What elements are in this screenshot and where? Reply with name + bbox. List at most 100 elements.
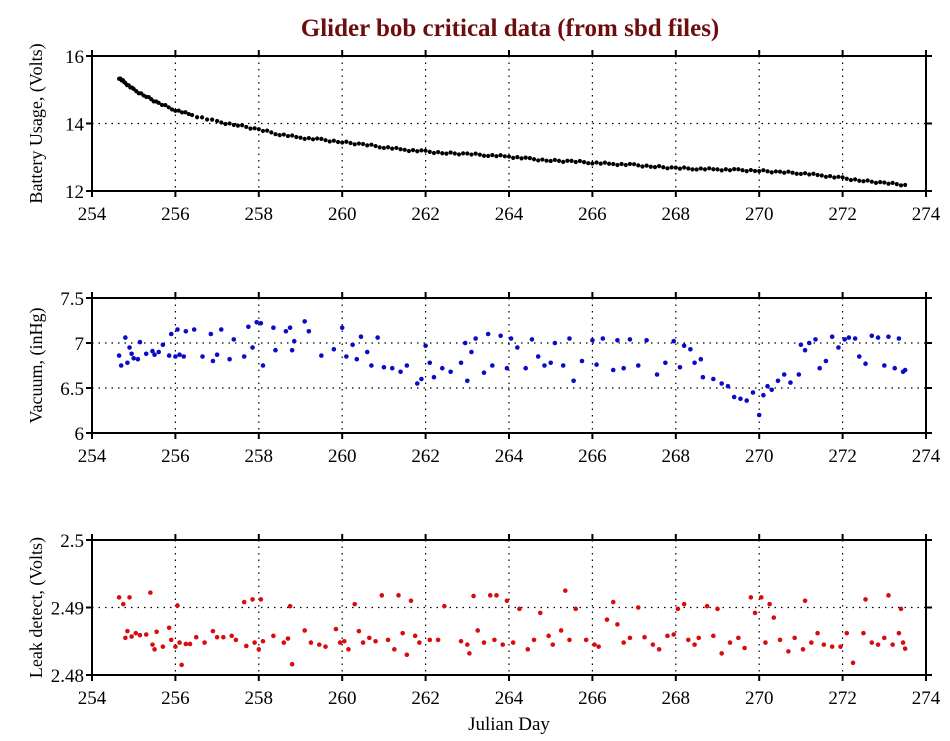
data-point bbox=[159, 102, 165, 108]
data-point bbox=[786, 649, 791, 654]
series-battery bbox=[117, 76, 908, 188]
data-point bbox=[756, 412, 762, 418]
data-point bbox=[809, 640, 814, 645]
data-point bbox=[392, 647, 397, 652]
data-point bbox=[319, 353, 324, 358]
data-point bbox=[750, 390, 756, 395]
x-tick-label: 256 bbox=[161, 688, 190, 709]
chart-title: Glider bob critical data (from sbd files… bbox=[301, 15, 720, 42]
data-point bbox=[698, 166, 703, 171]
data-point bbox=[590, 338, 595, 343]
data-point bbox=[700, 374, 706, 380]
data-point bbox=[396, 593, 401, 598]
data-point bbox=[600, 336, 606, 341]
x-tick-label: 274 bbox=[912, 688, 941, 709]
data-point bbox=[348, 140, 353, 146]
data-point bbox=[258, 597, 264, 602]
data-point bbox=[711, 167, 716, 172]
data-point bbox=[166, 105, 171, 110]
data-point bbox=[573, 606, 579, 612]
data-point bbox=[287, 603, 293, 609]
data-point bbox=[869, 179, 874, 184]
data-point bbox=[590, 161, 595, 166]
data-point bbox=[150, 348, 155, 354]
data-point bbox=[769, 170, 774, 175]
data-point bbox=[663, 360, 668, 366]
data-point bbox=[615, 162, 620, 168]
data-point bbox=[567, 336, 572, 341]
data-point bbox=[579, 358, 585, 364]
data-point bbox=[777, 169, 783, 174]
y-tick-label: 2.48 bbox=[51, 666, 84, 687]
data-point bbox=[381, 365, 387, 370]
data-point bbox=[150, 642, 155, 647]
data-point bbox=[218, 327, 224, 332]
data-point bbox=[861, 630, 866, 636]
data-point bbox=[241, 354, 247, 359]
data-point bbox=[829, 644, 835, 649]
data-point bbox=[394, 145, 399, 151]
data-point bbox=[823, 358, 829, 364]
data-point bbox=[903, 182, 908, 188]
data-point bbox=[890, 180, 895, 185]
y-axis-label: Battery Usage, (Volts) bbox=[26, 43, 47, 203]
data-point bbox=[465, 151, 470, 156]
data-point bbox=[773, 169, 778, 174]
data-point bbox=[527, 156, 532, 161]
data-point bbox=[644, 338, 649, 343]
data-point bbox=[462, 340, 468, 346]
data-point bbox=[414, 381, 420, 386]
x-tick-label: 264 bbox=[495, 688, 524, 709]
data-point bbox=[702, 167, 708, 172]
data-point bbox=[615, 622, 620, 627]
data-point bbox=[498, 333, 503, 339]
x-axis-label: Julian Day bbox=[468, 714, 550, 735]
data-point bbox=[796, 372, 802, 377]
data-point bbox=[896, 630, 902, 636]
data-point bbox=[246, 324, 251, 330]
data-point bbox=[504, 598, 510, 604]
data-point bbox=[209, 117, 215, 122]
data-point bbox=[771, 615, 777, 620]
x-tick-label: 270 bbox=[745, 446, 774, 467]
data-point bbox=[744, 169, 749, 174]
data-point bbox=[233, 637, 239, 643]
data-point bbox=[900, 640, 906, 645]
data-point bbox=[367, 635, 372, 641]
data-point bbox=[166, 353, 172, 358]
data-point bbox=[856, 354, 862, 359]
data-point bbox=[792, 635, 797, 641]
data-point bbox=[398, 369, 403, 375]
data-point bbox=[510, 640, 516, 645]
data-point bbox=[696, 635, 702, 641]
data-point bbox=[558, 628, 564, 633]
data-point bbox=[127, 595, 132, 600]
data-point bbox=[715, 606, 720, 612]
data-point bbox=[761, 168, 766, 173]
data-point bbox=[594, 160, 599, 165]
x-tick-label: 268 bbox=[662, 446, 691, 467]
data-point bbox=[179, 110, 185, 115]
x-tick-label: 254 bbox=[78, 204, 107, 225]
data-point bbox=[827, 174, 833, 179]
data-point bbox=[316, 642, 322, 647]
data-point bbox=[402, 147, 407, 152]
data-point bbox=[231, 337, 237, 342]
x-tick-label: 258 bbox=[245, 204, 274, 225]
data-point bbox=[335, 139, 341, 145]
data-point bbox=[863, 361, 868, 367]
data-point bbox=[473, 336, 478, 341]
data-point bbox=[610, 367, 616, 373]
data-point bbox=[571, 378, 576, 384]
data-point bbox=[339, 325, 345, 331]
data-point bbox=[508, 336, 514, 341]
data-point bbox=[542, 363, 547, 368]
data-point bbox=[604, 617, 610, 622]
data-point bbox=[719, 168, 724, 173]
data-point bbox=[208, 331, 214, 337]
data-point bbox=[448, 369, 453, 375]
data-point bbox=[748, 167, 753, 173]
data-point bbox=[137, 632, 143, 638]
data-point bbox=[200, 354, 205, 359]
data-point bbox=[763, 640, 768, 645]
